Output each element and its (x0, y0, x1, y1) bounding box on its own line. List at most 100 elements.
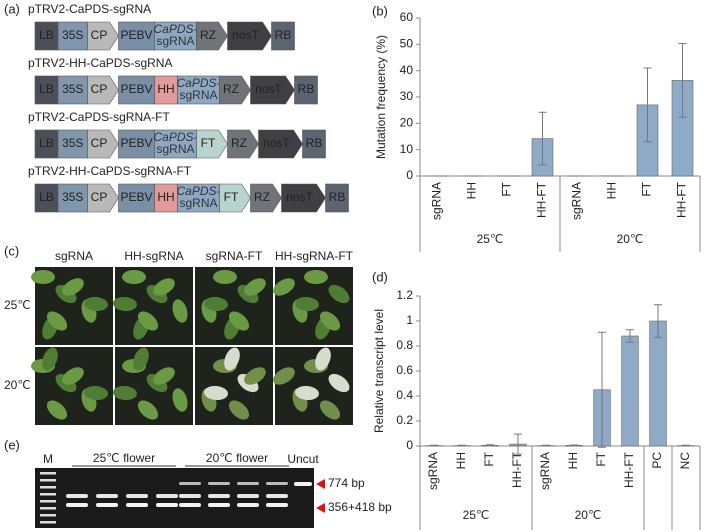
construct-element (325, 183, 349, 213)
leaf (204, 296, 228, 312)
group-label: 25℃ (477, 232, 504, 246)
construct-element (271, 21, 295, 51)
gel-band (266, 482, 288, 485)
leaf (228, 311, 250, 331)
gel-band (96, 494, 118, 498)
gel-uncut (292, 468, 314, 528)
construct-label-line: sgRNA (179, 196, 217, 210)
construct-label-line: sgRNA (156, 34, 194, 48)
y-tick-label: 10 (400, 142, 414, 156)
leaf (172, 299, 188, 323)
construct-element (227, 129, 259, 159)
error-bar (598, 331, 606, 448)
x-tick-label: FT (640, 181, 654, 196)
construct-label: PEBV (120, 82, 152, 96)
construct-label: 35S (62, 136, 83, 150)
gel-band (179, 503, 201, 507)
leaf (62, 367, 84, 385)
construct-label: RB (306, 136, 323, 150)
gel-band (179, 482, 201, 485)
leaf (213, 270, 237, 284)
error-bar (678, 43, 687, 118)
photo-column-label: sgRNA (55, 249, 93, 263)
x-tick-label: HH-FT (510, 451, 524, 488)
construct-label-line: CaPDS- (153, 130, 197, 144)
leaf (295, 296, 319, 312)
gel-marker-band (40, 479, 56, 482)
band-label: 356+418 bp (328, 500, 392, 514)
gel-band (237, 494, 259, 498)
gel-marker-band (40, 500, 56, 503)
construct-element (177, 183, 220, 213)
construct-label-line: sgRNA (156, 142, 194, 156)
construct-element (177, 75, 220, 105)
x-tick-label: HH (454, 452, 468, 469)
panel-label: (d) (372, 269, 388, 284)
leaf (273, 367, 295, 385)
gel-band (156, 503, 178, 507)
leaf (84, 385, 108, 401)
gel-band (266, 494, 288, 498)
group-label: 20℃ (617, 232, 644, 246)
x-tick-label: HH (465, 182, 479, 199)
leaf (328, 284, 350, 304)
photo-column-label: sgRNA-FT (206, 249, 263, 263)
panel-label: (a) (4, 1, 20, 16)
gel-marker-label: M (43, 452, 53, 466)
gel-band (156, 494, 178, 498)
construct-label: LB (39, 28, 54, 42)
leaf (46, 311, 68, 331)
construct-element (57, 75, 88, 105)
construct-element (87, 21, 119, 51)
y-tick-label: 20 (400, 116, 414, 130)
error-bar (430, 444, 438, 447)
y-tick-label: 30 (400, 89, 414, 103)
gel-band (126, 503, 148, 507)
construct-label: RB (275, 28, 292, 42)
construct-label-line: CaPDS- (176, 184, 220, 198)
construct-label: PEBV (120, 28, 152, 42)
leaf (31, 270, 55, 284)
gel-band (208, 482, 230, 485)
gel-band (179, 494, 201, 498)
error-bar (486, 444, 494, 447)
construct-element (118, 183, 155, 213)
construct-element (87, 129, 119, 159)
y-axis-title: Mutation frequency (%) (374, 35, 388, 159)
gel-band (208, 503, 230, 507)
construct-title: pTRV2-CaPDS-sgRNA-FT (28, 110, 170, 124)
band-label: 774 bp (328, 476, 365, 490)
construct-label: RZ (200, 28, 216, 42)
leaf (137, 311, 159, 331)
leaf (228, 400, 250, 420)
leaf (153, 278, 175, 296)
construct-element (294, 75, 318, 105)
leaf (295, 385, 319, 401)
construct-label: LB (39, 136, 54, 150)
gel-band (266, 503, 288, 507)
gel-band (66, 494, 88, 498)
leaf (113, 296, 137, 312)
construct-element (87, 183, 119, 213)
bar (621, 335, 639, 447)
construct-element (57, 21, 88, 51)
construct-element (118, 75, 155, 105)
construct-label: CaPDS-sgRNA (176, 184, 220, 210)
panel-label: (b) (372, 3, 388, 18)
y-tick-label: 0 (406, 438, 413, 452)
panel-label: (e) (4, 437, 20, 452)
y-tick-label: 0.2 (396, 413, 413, 427)
construct-label: CaPDS-sgRNA (176, 76, 220, 102)
error-bar (538, 111, 547, 166)
construct-label-line: sgRNA (179, 88, 217, 102)
construct-label: HH (157, 190, 174, 204)
leaf (244, 278, 266, 296)
construct-label: nosT (232, 28, 259, 42)
y-tick-label: 1 (406, 313, 413, 327)
gel-band (237, 503, 259, 507)
construct-label-line: CaPDS- (153, 22, 197, 36)
construct-element (281, 183, 326, 213)
gel-marker-band (40, 493, 56, 496)
construct-title: pTRV2-HH-CaPDS-sgRNA-FT (28, 164, 192, 178)
